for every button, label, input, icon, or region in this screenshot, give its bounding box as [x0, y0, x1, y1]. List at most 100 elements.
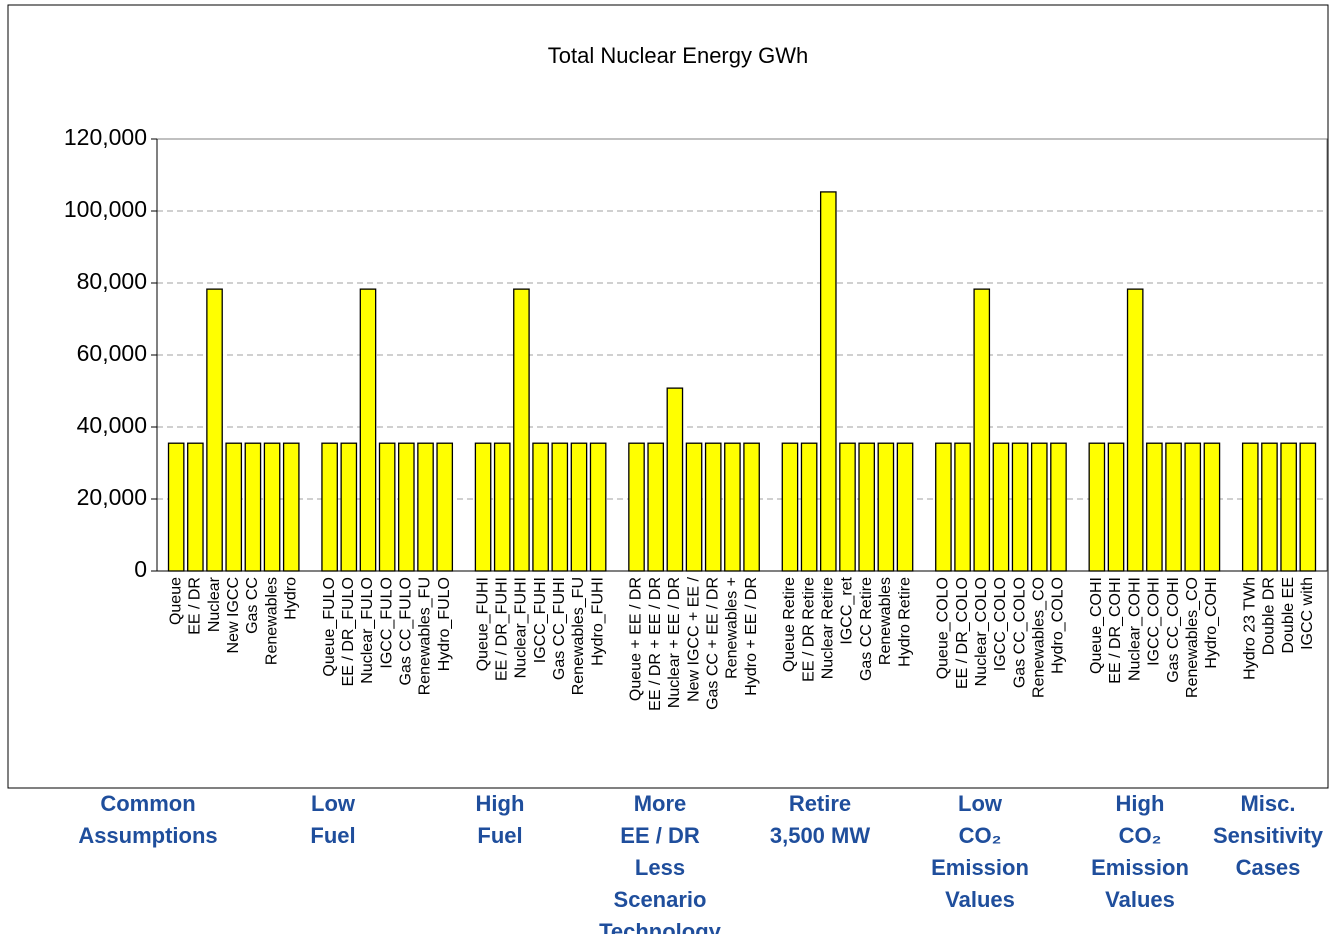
- group-label: Misc.: [1240, 791, 1295, 816]
- bar: [992, 442, 1010, 572]
- x-tick-label: Nuclear + EE / DR: [666, 577, 683, 708]
- group-label: Low: [311, 791, 356, 816]
- bar: [800, 442, 818, 572]
- x-tick-label: EE / DR + EE / DR: [647, 577, 664, 711]
- x-tick-label: Double DR: [1261, 577, 1278, 655]
- group-label: Technology: [599, 919, 722, 934]
- y-tick-label: 0: [134, 556, 147, 582]
- x-tick-label: IGCC with: [1299, 577, 1316, 650]
- x-tick-label: Gas CC_COLO: [1011, 577, 1028, 688]
- x-tick-label: Hydro Retire: [896, 577, 913, 667]
- bar: [436, 442, 454, 572]
- bar: [1299, 442, 1317, 572]
- x-tick-label: Queue_COHI: [1088, 577, 1105, 674]
- group-label: Values: [945, 887, 1015, 912]
- bar: [1241, 442, 1259, 572]
- bar: [1280, 442, 1297, 572]
- bar: [532, 442, 549, 572]
- bar: [551, 442, 569, 572]
- x-tick-label: Renewables: [877, 577, 894, 665]
- group-label: More: [634, 791, 687, 816]
- x-tick-label: Gas CC_COHI: [1165, 577, 1182, 683]
- x-tick-label: New IGCC + EE /: [685, 576, 702, 701]
- group-label: High: [1116, 791, 1165, 816]
- bar: [781, 442, 799, 572]
- bar: [1030, 442, 1048, 572]
- bar: [206, 288, 223, 572]
- bar: [973, 288, 991, 572]
- bar: [398, 442, 415, 572]
- group-label: CO₂: [1119, 823, 1162, 848]
- x-tick-label: Queue_FULO: [321, 577, 338, 677]
- bar: [1184, 442, 1202, 572]
- group-label: Fuel: [310, 823, 355, 848]
- group-label: Less: [635, 855, 685, 880]
- x-tick-label: EE / DR_COLO: [954, 577, 971, 689]
- group-label: 3,500 MW: [770, 823, 870, 848]
- group-label: Low: [958, 791, 1003, 816]
- x-tick-label: Hydro_COLO: [1050, 577, 1067, 674]
- bar: [628, 442, 645, 572]
- x-tick-label: Hydro: [282, 577, 299, 620]
- bar: [685, 442, 703, 572]
- group-label: EE / DR: [620, 823, 700, 848]
- bar: [839, 442, 856, 572]
- bar: [1011, 442, 1029, 572]
- x-tick-label: Hydro + EE / DR: [743, 577, 760, 696]
- x-tick-label: Nuclear Retire: [820, 577, 837, 679]
- x-tick-label: Hydro_FULO: [436, 577, 453, 671]
- x-tick-label: Nuclear_COHI: [1126, 577, 1143, 681]
- bar: [954, 442, 971, 572]
- bar: [513, 288, 530, 572]
- group-label: High: [476, 791, 525, 816]
- x-tick-label: IGCC_COLO: [992, 577, 1009, 671]
- y-tick-label: 100,000: [64, 196, 147, 222]
- bar: [877, 442, 895, 572]
- x-tick-label: Hydro 23 TWh: [1241, 577, 1258, 680]
- x-tick-label: Queue + EE / DR: [628, 577, 645, 701]
- bar: [1107, 442, 1125, 572]
- bar: [1126, 288, 1144, 572]
- x-tick-label: EE / DR Retire: [800, 577, 817, 682]
- x-tick-label: IGCC_FULO: [378, 577, 395, 669]
- group-label: Common: [100, 791, 195, 816]
- bar: [493, 442, 511, 572]
- x-tick-label: Renewables: [263, 577, 280, 665]
- bar: [1261, 442, 1278, 572]
- bar: [417, 442, 434, 572]
- bar: [1146, 442, 1163, 572]
- group-label: Assumptions: [78, 823, 217, 848]
- group-label: Values: [1105, 887, 1175, 912]
- x-tick-label: Queue Retire: [781, 577, 798, 672]
- chart-title: Total Nuclear Energy GWh: [548, 43, 808, 68]
- x-tick-label: Nuclear_FUHI: [513, 577, 530, 678]
- x-tick-label: Renewables_FU: [417, 577, 434, 695]
- group-label: Sensitivity: [1213, 823, 1324, 848]
- bar: [244, 442, 262, 572]
- x-tick-label: IGCC_COHI: [1146, 577, 1163, 666]
- x-tick-label: Renewables_CO: [1184, 577, 1201, 698]
- bar: [724, 442, 741, 572]
- x-tick-label: IGCC_FUHI: [532, 577, 549, 663]
- x-tick-label: EE / DR: [187, 577, 204, 635]
- bar: [647, 442, 665, 572]
- x-tick-label: IGCC_ret: [839, 576, 856, 644]
- bar: [935, 442, 952, 572]
- y-tick-label: 20,000: [77, 484, 147, 510]
- group-label: Emission: [1091, 855, 1189, 880]
- group-label: Scenario: [614, 887, 707, 912]
- bar: [1088, 442, 1106, 572]
- x-tick-label: Gas CC: [244, 577, 261, 634]
- bar: [340, 442, 358, 572]
- x-tick-label: Nuclear_COLO: [973, 577, 990, 686]
- group-label: CO₂: [959, 823, 1002, 848]
- x-tick-label: Nuclear: [206, 576, 223, 632]
- x-tick-label: Gas CC_FUHI: [551, 577, 568, 680]
- x-tick-label: Queue: [167, 577, 184, 625]
- bar: [359, 288, 377, 572]
- bar: [704, 442, 722, 572]
- bar: [321, 442, 338, 572]
- bar: [378, 442, 396, 572]
- bar: [282, 442, 300, 572]
